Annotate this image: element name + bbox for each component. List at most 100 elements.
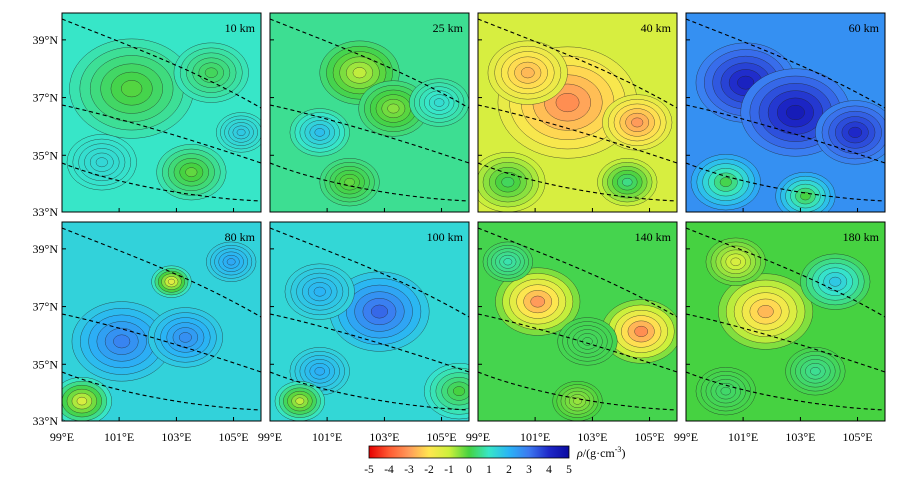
colorbar-title-close: )	[621, 446, 625, 460]
depth-label: 80 km	[225, 230, 256, 244]
contour-band	[178, 332, 192, 343]
fault-line	[478, 162, 677, 202]
panel-frame	[477, 12, 678, 213]
colorbar-tick-label: -1	[444, 464, 454, 476]
density-field	[62, 13, 261, 212]
fault-line	[686, 162, 885, 202]
depth-label: 100 km	[427, 230, 464, 244]
lat-label: 39°N	[33, 33, 59, 47]
colorbar-tick-label: 5	[566, 464, 572, 476]
panel-frame	[477, 221, 678, 422]
contour-band	[848, 126, 863, 138]
fault-line	[686, 227, 885, 318]
contour-band	[295, 397, 305, 405]
colorbar-title-exp: -3	[615, 445, 622, 454]
panel-frame	[685, 12, 886, 213]
axes-layer: 39°N 37°N 35°N 33°N 39°N 37°N 35°N 33°N 99°E 101°…	[33, 33, 873, 444]
panel-frame	[269, 12, 470, 213]
fault-line	[270, 162, 469, 202]
contour-band	[452, 386, 466, 397]
lat-label: 37°N	[33, 300, 59, 314]
map-panel: 140 km	[477, 221, 678, 422]
contour-band	[503, 258, 513, 266]
fault-line	[478, 18, 677, 109]
lon-label: 105°E	[842, 430, 872, 444]
contour-band	[352, 67, 367, 79]
panels-layer: 10 km 25 km 40 km 60 km 80 km 100 km 140 km 180…	[61, 12, 886, 422]
fault-line	[270, 313, 469, 373]
density-field	[270, 222, 469, 421]
fault-line	[478, 104, 677, 164]
contour-band	[737, 75, 755, 90]
map-panel: 40 km	[477, 12, 678, 213]
contour-band	[433, 98, 445, 107]
contour-band	[810, 367, 821, 376]
map-panel: 80 km	[61, 221, 262, 422]
contour-band	[786, 104, 805, 121]
contour-band	[95, 157, 108, 168]
fault-line	[270, 227, 469, 318]
density-field	[686, 222, 885, 421]
colorbar-tick-label: -4	[384, 464, 394, 476]
lon-label: 99°E	[674, 430, 698, 444]
density-field	[62, 222, 261, 421]
lon-label: 101°E	[312, 430, 342, 444]
lat-label: 35°N	[33, 148, 59, 162]
contour-band	[113, 334, 131, 349]
map-panel: 180 km	[685, 221, 886, 422]
colorbar-tick-label: 2	[506, 464, 512, 476]
contour-band	[236, 128, 246, 136]
contour-band	[829, 276, 842, 287]
colorbar-tick-label: -2	[424, 464, 434, 476]
fault-line	[270, 104, 469, 164]
lon-label: 103°E	[161, 430, 191, 444]
depth-label: 140 km	[635, 230, 672, 244]
colorbar-tick-label: 1	[486, 464, 492, 476]
density-field	[478, 222, 677, 421]
lon-label: 101°E	[520, 430, 550, 444]
contour-band	[314, 367, 325, 376]
colorbar-ticks: -5 -4 -3 -2 -1 0 1 2 3 4 5	[364, 464, 572, 476]
contour-band	[370, 304, 388, 319]
lat-label: 33°N	[33, 414, 59, 428]
map-panel: 25 km	[269, 12, 470, 213]
contour-band	[76, 396, 88, 406]
contour-band	[314, 128, 325, 137]
lon-label: 105°E	[426, 430, 456, 444]
fault-line	[478, 371, 677, 411]
lon-label: 105°E	[634, 430, 664, 444]
contour-band	[757, 304, 774, 319]
contour-band	[501, 176, 515, 188]
colorbar-title: ρ/(g·cm-3)	[576, 445, 625, 460]
contour-band	[634, 325, 649, 338]
contour-band	[631, 117, 644, 128]
contour-band	[555, 93, 580, 113]
colorbar-title-symbol: ρ	[576, 446, 583, 460]
fault-line	[62, 162, 261, 202]
fault-line	[270, 371, 469, 411]
colorbar-gradient	[368, 445, 570, 459]
lon-label: 103°E	[369, 430, 399, 444]
lat-label: 35°N	[33, 357, 59, 371]
contour-band	[719, 177, 732, 188]
density-field	[270, 13, 469, 212]
fault-line	[62, 371, 261, 411]
depth-label: 10 km	[225, 21, 256, 35]
lon-label: 101°E	[104, 430, 134, 444]
contour-band	[185, 167, 198, 178]
lon-label: 99°E	[258, 430, 282, 444]
panel-frame	[269, 221, 470, 422]
panel-frame	[61, 221, 262, 422]
contour-band	[800, 191, 811, 201]
contour-band	[121, 80, 143, 98]
fault-line	[686, 371, 885, 411]
contour-band	[720, 386, 732, 396]
depth-label: 60 km	[849, 21, 880, 35]
contour-band	[167, 278, 176, 285]
lon-label: 105°E	[218, 430, 248, 444]
fault-line	[686, 313, 885, 373]
contour-band	[582, 337, 593, 346]
contour-band	[226, 258, 236, 266]
fault-line	[478, 313, 677, 373]
